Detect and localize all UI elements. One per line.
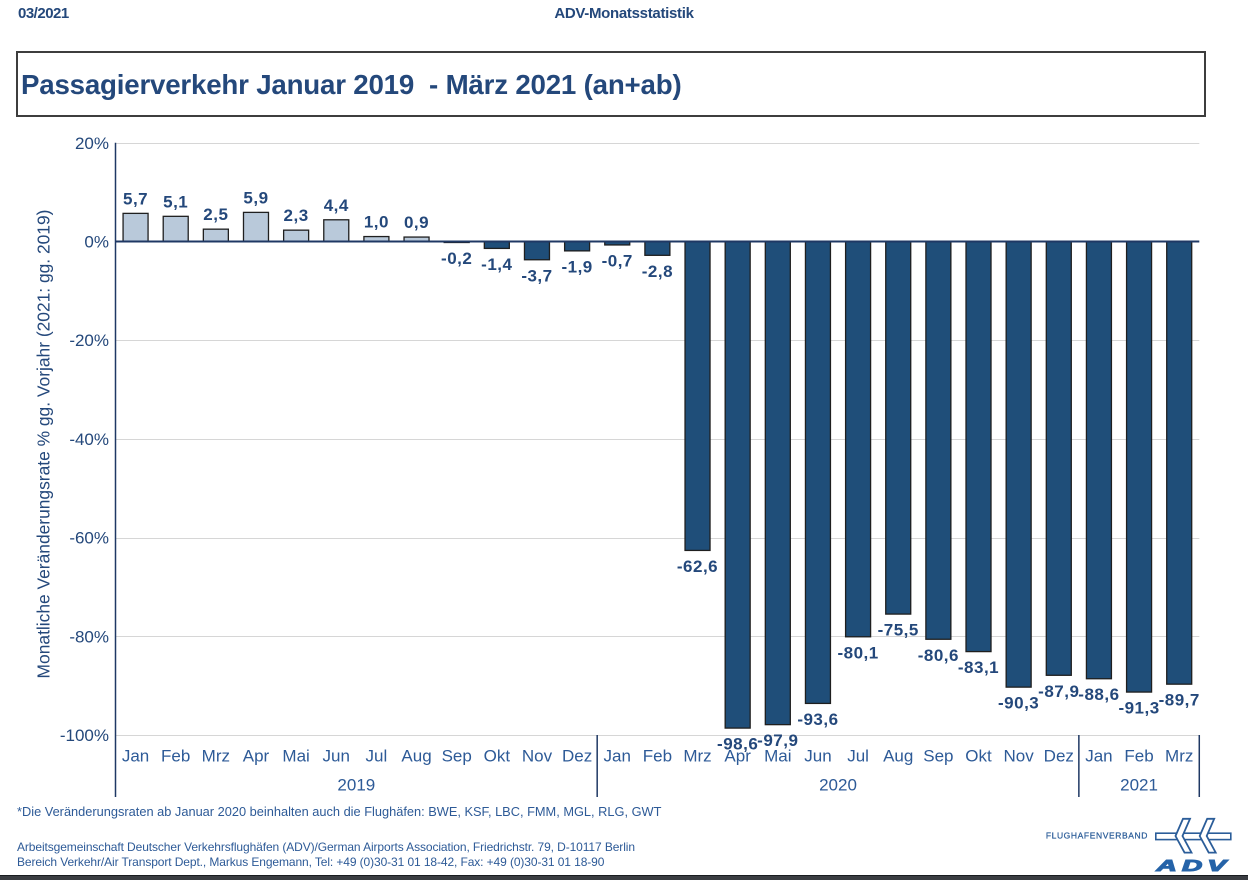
svg-text:20%: 20% bbox=[75, 134, 109, 153]
svg-text:2020: 2020 bbox=[819, 776, 857, 795]
svg-text:5,7: 5,7 bbox=[123, 189, 148, 208]
svg-text:Feb: Feb bbox=[1124, 747, 1153, 766]
svg-text:-98,6: -98,6 bbox=[717, 735, 758, 754]
svg-text:Apr: Apr bbox=[724, 747, 751, 766]
svg-text:Dez: Dez bbox=[562, 747, 592, 766]
svg-text:5,9: 5,9 bbox=[243, 188, 268, 207]
svg-text:Sep: Sep bbox=[442, 747, 472, 766]
svg-text:Feb: Feb bbox=[161, 747, 190, 766]
svg-text:-97,9: -97,9 bbox=[757, 731, 798, 750]
svg-text:Mai: Mai bbox=[764, 747, 791, 766]
svg-text:-91,3: -91,3 bbox=[1118, 699, 1159, 718]
svg-text:-83,1: -83,1 bbox=[958, 658, 999, 677]
svg-text:-75,5: -75,5 bbox=[878, 621, 919, 640]
svg-text:Mrz: Mrz bbox=[683, 747, 711, 766]
svg-text:Mrz: Mrz bbox=[1165, 747, 1193, 766]
svg-text:-80,1: -80,1 bbox=[837, 643, 878, 662]
svg-text:Jun: Jun bbox=[804, 747, 831, 766]
svg-text:Jan: Jan bbox=[604, 747, 631, 766]
svg-text:Okt: Okt bbox=[965, 747, 992, 766]
svg-text:0%: 0% bbox=[84, 233, 109, 252]
svg-text:-80,6: -80,6 bbox=[918, 646, 959, 665]
svg-text:ADV: ADV bbox=[1155, 856, 1231, 874]
svg-text:-90,3: -90,3 bbox=[998, 694, 1039, 713]
svg-text:FLUGHAFENVERBAND: FLUGHAFENVERBAND bbox=[1046, 831, 1148, 841]
svg-text:Sep: Sep bbox=[923, 747, 953, 766]
svg-text:-1,4: -1,4 bbox=[481, 255, 512, 274]
svg-text:Dez: Dez bbox=[1044, 747, 1074, 766]
svg-text:-89,7: -89,7 bbox=[1159, 691, 1200, 710]
svg-text:-100%: -100% bbox=[60, 726, 109, 745]
svg-text:Monatliche Veränderungsrate %: Monatliche Veränderungsrate % gg. Vorjah… bbox=[34, 210, 54, 679]
svg-text:0,9: 0,9 bbox=[404, 213, 429, 232]
svg-text:-93,6: -93,6 bbox=[797, 710, 838, 729]
svg-text:Mai: Mai bbox=[282, 747, 309, 766]
svg-text:-3,7: -3,7 bbox=[521, 266, 552, 285]
svg-text:-0,7: -0,7 bbox=[602, 251, 633, 270]
svg-text:Apr: Apr bbox=[243, 747, 270, 766]
svg-text:Okt: Okt bbox=[484, 747, 511, 766]
svg-text:-1,9: -1,9 bbox=[561, 257, 592, 276]
svg-text:Jul: Jul bbox=[847, 747, 869, 766]
svg-text:Jan: Jan bbox=[1085, 747, 1112, 766]
svg-text:Mrz: Mrz bbox=[202, 747, 230, 766]
svg-text:Nov: Nov bbox=[522, 747, 553, 766]
svg-text:-20%: -20% bbox=[69, 331, 109, 350]
svg-text:Aug: Aug bbox=[883, 747, 913, 766]
svg-text:-0,2: -0,2 bbox=[441, 249, 472, 268]
svg-text:Jan: Jan bbox=[122, 747, 149, 766]
svg-text:Nov: Nov bbox=[1004, 747, 1035, 766]
svg-text:-40%: -40% bbox=[69, 430, 109, 449]
svg-text:-87,9: -87,9 bbox=[1038, 682, 1079, 701]
svg-text:Jun: Jun bbox=[323, 747, 350, 766]
svg-text:-60%: -60% bbox=[69, 529, 109, 548]
svg-text:2,5: 2,5 bbox=[203, 205, 228, 224]
svg-text:4,4: 4,4 bbox=[324, 196, 349, 215]
svg-text:-2,8: -2,8 bbox=[642, 262, 673, 281]
svg-text:-88,6: -88,6 bbox=[1078, 685, 1119, 704]
svg-text:Jul: Jul bbox=[366, 747, 388, 766]
svg-text:2,3: 2,3 bbox=[284, 206, 309, 225]
svg-text:1,0: 1,0 bbox=[364, 213, 389, 232]
svg-text:2019: 2019 bbox=[337, 776, 375, 795]
svg-text:-62,6: -62,6 bbox=[677, 557, 718, 576]
svg-text:2021: 2021 bbox=[1120, 776, 1158, 795]
svg-text:Feb: Feb bbox=[643, 747, 672, 766]
svg-text:Aug: Aug bbox=[401, 747, 431, 766]
svg-text:5,1: 5,1 bbox=[163, 192, 188, 211]
svg-text:-80%: -80% bbox=[69, 627, 109, 646]
